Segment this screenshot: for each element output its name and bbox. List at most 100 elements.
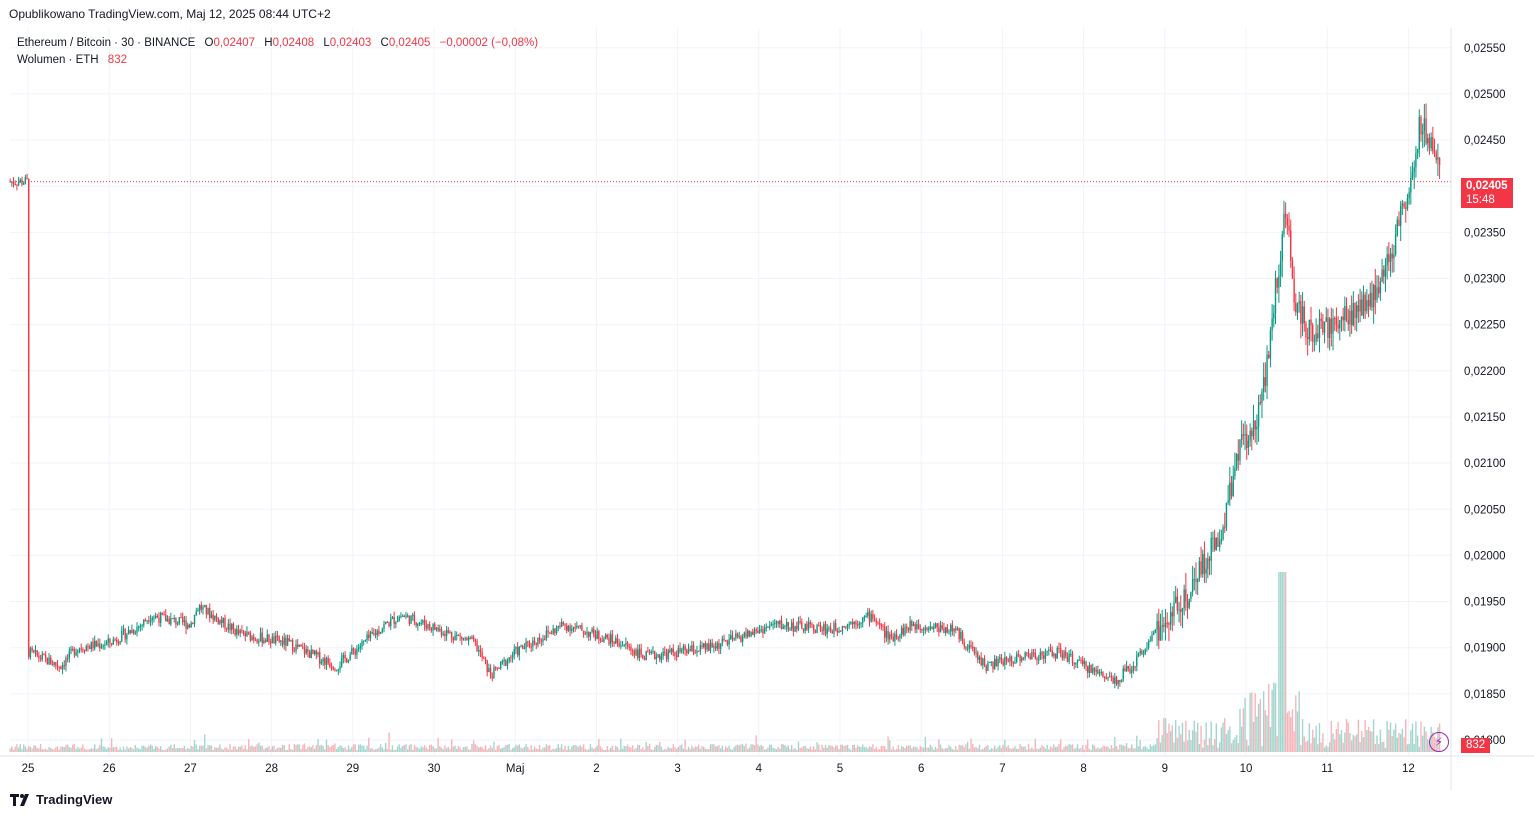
tradingview-logo-icon xyxy=(10,793,29,806)
volume-bar xyxy=(1073,748,1075,752)
candle-body xyxy=(821,630,823,632)
candle-body xyxy=(1339,320,1341,329)
volume-bar xyxy=(297,744,299,752)
candle xyxy=(1151,631,1153,642)
legend-symbol[interactable]: Ethereum / Bitcoin · 30 · BINANCE xyxy=(17,37,196,49)
legend-volume-label[interactable]: Wolumen · ETH xyxy=(17,54,99,66)
volume-bar xyxy=(670,748,673,752)
candle xyxy=(973,646,976,656)
volume-bar xyxy=(388,732,390,752)
candlestick-chart[interactable]: 0,025500,025000,024500,024000,023500,023… xyxy=(0,0,1534,790)
volume-bar xyxy=(291,749,294,752)
candle xyxy=(516,642,519,658)
candle xyxy=(449,630,451,634)
candle-body xyxy=(1053,653,1055,656)
candle xyxy=(117,639,120,646)
candle xyxy=(745,627,747,639)
candle-body xyxy=(1034,652,1036,659)
candle-body xyxy=(953,628,955,632)
candle xyxy=(154,612,157,620)
candle xyxy=(1408,187,1410,205)
volume-bar xyxy=(286,749,289,752)
candle-body xyxy=(68,650,71,659)
candle-body xyxy=(1290,230,1292,261)
candle xyxy=(129,629,131,635)
candle xyxy=(647,646,649,653)
candle xyxy=(951,620,954,636)
candle-body xyxy=(1234,468,1236,476)
candle xyxy=(303,642,306,658)
candle-body xyxy=(408,615,411,624)
candle xyxy=(229,618,231,634)
volume-bar xyxy=(589,744,592,752)
candle xyxy=(630,643,632,656)
candle xyxy=(1213,529,1216,552)
volume-bar xyxy=(848,748,850,752)
candle xyxy=(528,640,531,649)
volume-bar xyxy=(12,749,15,752)
candle-body xyxy=(1396,219,1399,236)
candle xyxy=(848,621,850,630)
candle xyxy=(346,657,348,664)
candle-body xyxy=(1291,260,1294,279)
volume-bar xyxy=(94,744,96,752)
volume-bar xyxy=(151,745,153,752)
candle xyxy=(144,618,147,622)
candle xyxy=(1247,435,1250,456)
volume-bar xyxy=(379,744,382,752)
candle xyxy=(718,639,720,655)
candle-body xyxy=(1268,354,1270,358)
candle-body xyxy=(865,615,867,617)
candle xyxy=(809,619,811,629)
candle xyxy=(400,612,402,619)
candle xyxy=(565,622,568,634)
volume-bar xyxy=(73,744,76,752)
candle-body xyxy=(188,624,191,628)
candle xyxy=(406,613,409,618)
flash-icon[interactable]: ⚡ xyxy=(1429,732,1449,752)
candle xyxy=(1164,608,1167,641)
volume-bar xyxy=(1301,718,1304,752)
volume-bar xyxy=(87,749,89,752)
candle xyxy=(39,654,42,662)
candle-body xyxy=(327,658,329,664)
volume-bar xyxy=(599,746,602,752)
tradingview-logo[interactable]: TradingView xyxy=(10,792,112,807)
candle-body xyxy=(985,665,987,671)
volume-bar xyxy=(1413,744,1415,752)
candle-body xyxy=(655,657,658,659)
candle-body xyxy=(357,648,360,650)
candle-body xyxy=(620,645,622,647)
candle-body xyxy=(1220,539,1223,542)
candle xyxy=(650,649,652,655)
volume-bar xyxy=(104,746,106,752)
volume-bar xyxy=(310,747,312,752)
candle-body xyxy=(921,628,923,631)
candle-body xyxy=(997,658,999,667)
candle xyxy=(1430,132,1432,152)
volume-bar xyxy=(1254,693,1256,752)
candle-body xyxy=(706,643,708,650)
volume-bar xyxy=(1100,747,1102,752)
candle-body xyxy=(1147,641,1150,648)
candle-body xyxy=(94,640,96,649)
candle xyxy=(640,643,642,658)
candle-body xyxy=(371,631,373,634)
candle xyxy=(1127,665,1130,672)
volume-bar xyxy=(809,746,811,752)
candle xyxy=(677,645,680,658)
candle-body xyxy=(653,651,656,659)
candle-body xyxy=(750,631,752,637)
candle-body xyxy=(383,624,385,629)
candle xyxy=(846,623,849,632)
candle xyxy=(955,626,957,634)
candle xyxy=(863,615,866,622)
volume-bar xyxy=(723,749,725,752)
volume-bar xyxy=(1374,743,1377,752)
candle xyxy=(503,656,505,667)
candle-body xyxy=(1085,661,1087,667)
volume-bar xyxy=(564,745,566,752)
candle-body xyxy=(244,633,246,637)
volume-bar xyxy=(366,745,368,752)
volume-bar xyxy=(1359,741,1361,752)
